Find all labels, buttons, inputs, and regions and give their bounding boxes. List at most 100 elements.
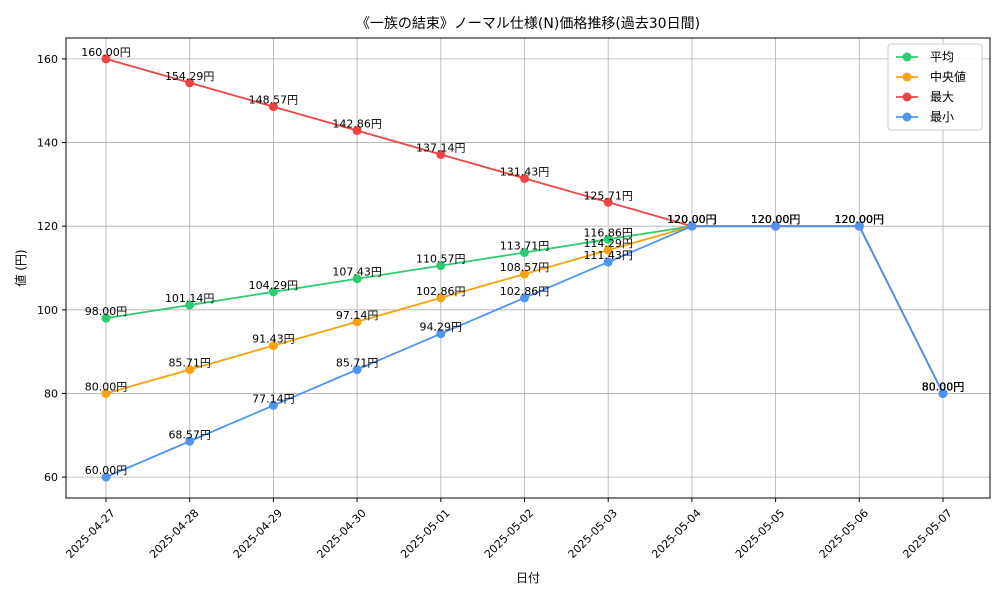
x-tick-label: 2025-05-03 [566, 507, 620, 561]
data-point [854, 221, 864, 231]
data-label: 120.00円 [835, 213, 885, 226]
x-tick-label: 2025-05-06 [817, 507, 871, 561]
x-tick-label: 2025-05-04 [649, 507, 703, 561]
data-label: 60.00円 [85, 464, 128, 477]
data-label: 77.14円 [252, 392, 295, 405]
data-label: 80.00円 [922, 380, 965, 393]
data-point [185, 300, 195, 310]
data-label: 94.29円 [420, 321, 463, 334]
legend-label: 平均 [930, 50, 954, 64]
data-point [185, 436, 195, 446]
data-point [268, 102, 278, 112]
chart-title: 《一族の結束》ノーマル仕様(N)価格推移(過去30日間) [356, 16, 700, 32]
data-point [603, 257, 613, 267]
x-axis-label: 日付 [516, 571, 540, 585]
x-tick-label: 2025-04-30 [314, 507, 368, 561]
data-label: 80.00円 [922, 380, 965, 393]
data-point [352, 274, 362, 284]
x-tick-label: 2025-05-07 [900, 507, 954, 561]
data-point [185, 365, 195, 375]
x-tick-label: 2025-05-02 [482, 507, 536, 561]
y-tick-label: 80 [44, 387, 58, 400]
x-tick-label: 2025-04-29 [231, 507, 285, 561]
data-label: 120.00円 [835, 213, 885, 226]
y-tick-label: 120 [37, 220, 58, 233]
data-label: 120.00円 [751, 213, 801, 226]
data-label: 97.14円 [336, 309, 379, 322]
data-point [436, 261, 446, 271]
legend-label: 中央値 [930, 69, 966, 84]
data-point [603, 234, 613, 244]
y-tick-label: 160 [37, 53, 58, 66]
data-point [268, 287, 278, 297]
y-tick-label: 60 [44, 471, 58, 484]
x-tick-label: 2025-05-05 [733, 507, 787, 561]
data-point [520, 247, 529, 257]
plot-area [65, 37, 991, 499]
data-label: 108.57円 [500, 261, 550, 274]
data-label: 131.43円 [500, 165, 550, 178]
data-point [771, 221, 781, 231]
data-label: 80.00円 [922, 380, 965, 393]
data-label: 120.00円 [835, 213, 885, 226]
data-label: 120.00円 [667, 213, 717, 226]
data-point [938, 388, 948, 398]
data-label: 85.71円 [336, 357, 379, 370]
data-label: 113.71円 [500, 239, 550, 252]
data-label: 102.86円 [500, 285, 550, 298]
data-label: 104.29円 [249, 279, 299, 292]
data-labels: 98.00円 101.14円 104.29円 107.43円 110.57円 113.71… [81, 46, 964, 477]
data-point [101, 388, 111, 398]
data-label: 110.57円 [416, 253, 466, 266]
data-label: 91.43円 [252, 333, 295, 346]
legend-box [887, 43, 983, 131]
data-point [520, 293, 529, 303]
data-point [603, 197, 613, 207]
x-tick-label: 2025-04-27 [63, 507, 117, 561]
data-label: 85.71円 [168, 357, 211, 370]
data-label: 116.86円 [583, 226, 633, 239]
data-label: 120.00円 [751, 213, 801, 226]
data-label: 80.00円 [922, 380, 965, 393]
data-point [268, 341, 278, 351]
legend-marker [902, 72, 912, 82]
y-tick-label: 100 [37, 304, 58, 317]
legend-marker [902, 52, 912, 62]
data-label: 148.57円 [249, 94, 299, 107]
data-point [268, 400, 278, 410]
data-point [687, 221, 697, 231]
legend-label: 最小 [930, 110, 954, 124]
data-point [101, 472, 111, 482]
data-label: 154.29円 [165, 70, 215, 83]
series [101, 54, 948, 482]
data-point [520, 173, 529, 183]
data-point [101, 54, 111, 64]
data-point [436, 150, 446, 160]
data-label: 80.00円 [85, 380, 128, 393]
data-label: 68.57円 [168, 428, 211, 441]
data-label: 120.00円 [751, 213, 801, 226]
y-axis-label: 値 (円) [13, 249, 28, 286]
data-point [352, 365, 362, 375]
data-label: 142.86円 [332, 118, 382, 131]
x-tick-label: 2025-05-01 [398, 507, 452, 561]
x-tick-label: 2025-04-28 [147, 507, 201, 561]
legend-marker [902, 92, 912, 102]
data-label: 160.00円 [81, 46, 131, 59]
data-label: 102.86円 [416, 285, 466, 298]
data-label: 125.71円 [583, 189, 633, 202]
data-label: 120.00円 [751, 213, 801, 226]
data-point [352, 317, 362, 327]
data-label: 114.29円 [583, 237, 633, 250]
data-point [520, 269, 529, 279]
data-label: 120.00円 [667, 213, 717, 226]
data-point [101, 313, 111, 323]
y-tick-label: 140 [37, 137, 58, 150]
data-point [352, 126, 362, 136]
legend-label: 最大 [930, 90, 954, 104]
data-label: 111.43円 [583, 249, 633, 262]
data-label: 120.00円 [835, 213, 885, 226]
data-point [436, 293, 446, 303]
